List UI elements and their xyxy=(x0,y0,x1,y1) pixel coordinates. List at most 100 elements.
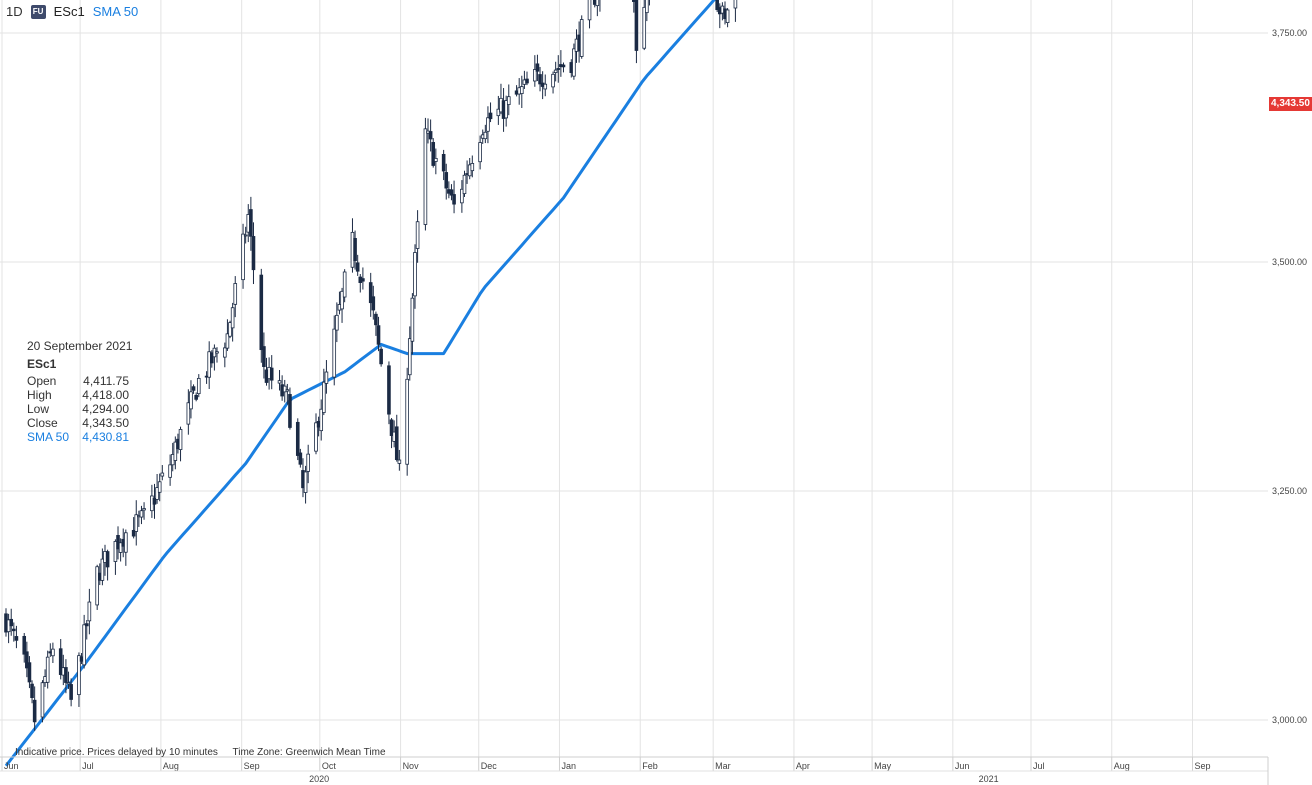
candle xyxy=(191,384,196,394)
candle-body xyxy=(259,274,264,351)
candle-body xyxy=(394,426,399,461)
candle xyxy=(306,444,310,484)
candle-body xyxy=(295,421,300,456)
candle-body xyxy=(543,83,548,90)
info-value: 4,430.81 xyxy=(82,430,129,444)
candle-body xyxy=(561,64,566,68)
candle xyxy=(105,549,110,581)
candle xyxy=(340,287,344,323)
candle xyxy=(118,538,123,562)
candle xyxy=(277,370,282,391)
candle-body xyxy=(173,441,178,461)
candle-body xyxy=(262,346,266,367)
candle xyxy=(139,505,144,525)
candle xyxy=(282,379,287,403)
candle-body xyxy=(462,174,467,195)
candle xyxy=(82,614,86,669)
candle xyxy=(535,54,540,82)
candle-body xyxy=(196,377,201,395)
candle xyxy=(342,269,347,303)
candle-body xyxy=(223,347,227,358)
candle xyxy=(178,426,183,462)
candle xyxy=(486,106,490,144)
sma-indicator-label[interactable]: SMA 50 xyxy=(92,4,139,19)
candle-body xyxy=(324,371,329,384)
candle xyxy=(733,0,738,22)
candle xyxy=(353,230,357,270)
candle-body xyxy=(9,618,14,627)
candle xyxy=(30,680,34,704)
candle-body xyxy=(449,189,454,196)
candle xyxy=(288,387,292,430)
candle xyxy=(592,0,597,8)
info-row-low: Low 4,294.00 xyxy=(27,402,129,416)
candle xyxy=(223,342,227,368)
candle-body xyxy=(225,333,230,349)
info-value: 4,418.00 xyxy=(82,388,129,402)
candle-body xyxy=(64,667,68,683)
candle-body xyxy=(519,86,524,94)
candle xyxy=(634,0,639,64)
candle-body xyxy=(551,73,555,88)
candle-body xyxy=(25,651,29,669)
candle-body xyxy=(368,282,373,304)
candle-body xyxy=(387,365,391,415)
candle xyxy=(587,0,592,29)
candle xyxy=(533,55,537,87)
candle-body xyxy=(40,682,45,718)
candle-body xyxy=(105,551,110,568)
x-month-label: Feb xyxy=(642,761,658,771)
x-month-label: Apr xyxy=(796,761,810,771)
candle-body xyxy=(282,385,287,393)
candle xyxy=(599,0,601,12)
candle xyxy=(142,502,146,520)
info-symbol: ESc1 xyxy=(27,357,57,371)
candle xyxy=(332,315,337,386)
candle xyxy=(225,319,230,351)
candle-body xyxy=(374,313,378,326)
candle-body xyxy=(288,394,292,428)
price-axis: 3,000.003,250.003,500.003,750.004,000.00… xyxy=(1272,28,1307,725)
candle xyxy=(64,659,68,694)
candle-body xyxy=(191,386,196,391)
candle xyxy=(319,399,324,441)
candle xyxy=(269,355,274,390)
candle-body xyxy=(66,682,71,685)
candle-body xyxy=(194,394,198,400)
candle xyxy=(374,311,378,336)
candle-body xyxy=(241,233,245,281)
candle-body xyxy=(82,624,86,666)
candle xyxy=(645,0,649,22)
candle-body xyxy=(379,348,383,365)
candle-body xyxy=(230,307,235,329)
candle-body xyxy=(22,635,27,655)
candle-body xyxy=(168,464,172,478)
candle xyxy=(428,119,433,152)
candle xyxy=(431,138,436,168)
candle xyxy=(361,267,365,290)
candle xyxy=(441,149,446,181)
candle-body xyxy=(45,656,50,683)
candle-body xyxy=(572,48,576,77)
timeframe-label[interactable]: 1D xyxy=(6,4,23,19)
symbol-label[interactable]: ESc1 xyxy=(53,4,85,19)
candle-body xyxy=(579,19,584,57)
candle xyxy=(168,454,172,486)
candle xyxy=(9,608,14,636)
info-value: 4,294.00 xyxy=(82,402,129,416)
candle-body xyxy=(131,529,136,537)
candle-body xyxy=(556,68,561,70)
candle-body xyxy=(32,699,37,723)
candle-body xyxy=(118,542,123,553)
info-date: 20 September 2021 xyxy=(27,339,133,353)
candle xyxy=(460,180,464,213)
candle xyxy=(131,517,136,539)
candle xyxy=(160,465,165,481)
x-month-label: Sep xyxy=(244,761,260,771)
candle-body xyxy=(587,0,592,21)
candle xyxy=(124,529,128,566)
candle xyxy=(285,383,290,405)
candle-body xyxy=(538,74,542,85)
candle-body xyxy=(553,69,558,73)
